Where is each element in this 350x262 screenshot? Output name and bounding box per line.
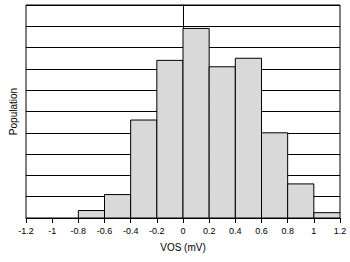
svg-text:1: 1 bbox=[311, 226, 316, 236]
svg-text:-1.2: -1.2 bbox=[18, 226, 34, 236]
svg-text:0.2: 0.2 bbox=[203, 226, 216, 236]
svg-text:0.4: 0.4 bbox=[229, 226, 242, 236]
svg-text:0.8: 0.8 bbox=[281, 226, 294, 236]
svg-text:-0.4: -0.4 bbox=[123, 226, 139, 236]
svg-text:-0.6: -0.6 bbox=[97, 226, 113, 236]
svg-text:-0.2: -0.2 bbox=[149, 226, 165, 236]
svg-text:1.2: 1.2 bbox=[334, 226, 347, 236]
svg-text:-1: -1 bbox=[48, 226, 56, 236]
svg-text:VOS (mV): VOS (mV) bbox=[160, 242, 206, 253]
svg-text:0.6: 0.6 bbox=[255, 226, 268, 236]
svg-text:0: 0 bbox=[180, 226, 185, 236]
svg-text:-0.8: -0.8 bbox=[71, 226, 87, 236]
svg-text:Population: Population bbox=[8, 88, 19, 135]
